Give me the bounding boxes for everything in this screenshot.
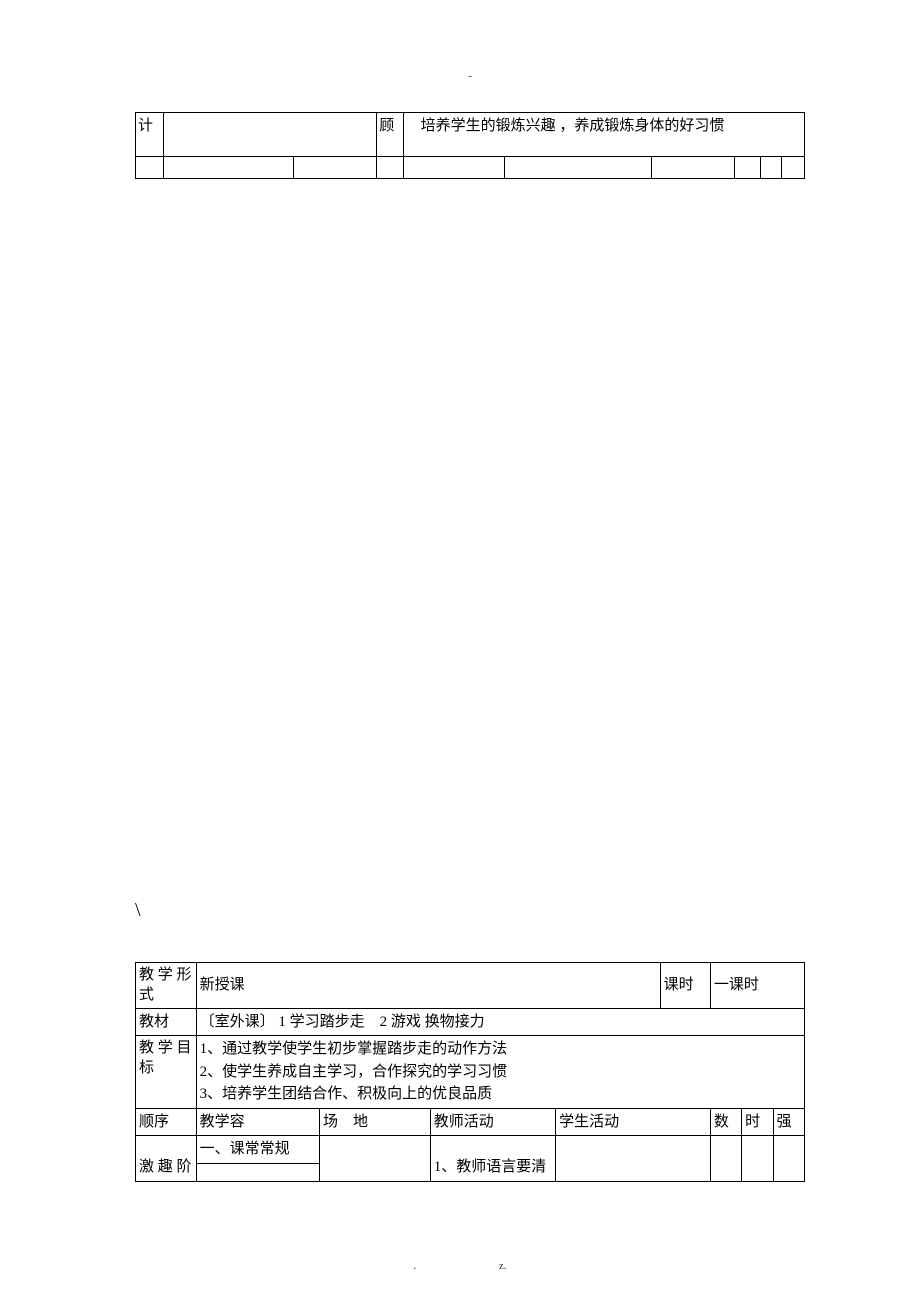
cell-gu: 顾: [377, 113, 403, 157]
cell-col-order: 顺序: [136, 1108, 197, 1136]
page-footer: . z.: [0, 1260, 920, 1272]
cell-col-field: 场 地: [319, 1108, 430, 1136]
table-row: 教 学 目标 1、通过教学使学生初步掌握踏步走的动作方法 2、使学生养成自主学习…: [136, 1036, 805, 1109]
cell-material-value: 〔室外课〕 1 学习踏步走 2 游戏 换物接力: [196, 1008, 804, 1036]
cell-col-student: 学生活动: [556, 1108, 711, 1136]
footer-left: .: [413, 1260, 416, 1272]
table-row: 计 顾 培养学生的锻炼兴趣 ，养成锻炼身体的好习惯: [136, 113, 805, 157]
cell-keshi-value: 一课时: [710, 963, 804, 1009]
cell-empty: [294, 157, 377, 179]
table-row: 顺序 教学容 场 地 教师活动 学生活动 数 时 强: [136, 1108, 805, 1136]
table-row: [136, 157, 805, 179]
cell-empty: [651, 157, 734, 179]
footer-right: z.: [499, 1260, 507, 1272]
cell-empty: [164, 113, 377, 157]
cell-empty: [196, 1163, 319, 1181]
table-row: 教材 〔室外课〕 1 学习踏步走 2 游戏 换物接力: [136, 1008, 805, 1036]
table-2: 教 学 形式 新授课 课时 一课时 教材 〔室外课〕 1 学习踏步走 2 游戏 …: [135, 962, 805, 1182]
cell-phase: 激 趣 阶: [136, 1136, 197, 1182]
table-row: 教 学 形式 新授课 课时 一课时: [136, 963, 805, 1009]
cell-empty: [164, 157, 294, 179]
page-header-mark: -: [135, 70, 805, 82]
cell-desc: 培养学生的锻炼兴趣 ，养成锻炼身体的好习惯: [403, 113, 804, 157]
table-1: 计 顾 培养学生的锻炼兴趣 ，养成锻炼身体的好习惯: [135, 112, 805, 179]
cell-form-label: 教 学 形式: [136, 963, 197, 1009]
cell-col-content: 教学容: [196, 1108, 319, 1136]
backslash-mark: \: [135, 899, 805, 922]
cell-col-count: 数: [710, 1108, 741, 1136]
cell-empty: [136, 157, 164, 179]
cell-empty: [761, 157, 781, 179]
cell-empty: [742, 1136, 773, 1182]
cell-empty: [773, 1136, 804, 1182]
cell-empty: [403, 157, 504, 179]
cell-empty: [781, 157, 804, 179]
cell-goal-value: 1、通过教学使学生初步掌握踏步走的动作方法 2、使学生养成自主学习，合作探究的学…: [196, 1036, 804, 1109]
cell-col-intensity: 强: [773, 1108, 804, 1136]
cell-empty: [504, 157, 651, 179]
cell-goal-label: 教 学 目标: [136, 1036, 197, 1109]
cell-empty: [377, 157, 403, 179]
cell-form-value: 新授课: [196, 963, 660, 1009]
table-row: 激 趣 阶 一、课常常规 1、教师语言要清: [136, 1136, 805, 1164]
cell-keshi-label: 课时: [660, 963, 710, 1009]
cell-empty: [319, 1136, 430, 1182]
cell-ji: 计: [136, 113, 164, 157]
cell-empty: [734, 157, 760, 179]
cell-empty: [556, 1136, 711, 1182]
cell-col-time: 时: [742, 1108, 773, 1136]
cell-material-label: 教材: [136, 1008, 197, 1036]
cell-teacher-lang: 1、教师语言要清: [430, 1136, 555, 1182]
cell-empty: [710, 1136, 741, 1182]
cell-col-teacher: 教师活动: [430, 1108, 555, 1136]
cell-routine: 一、课常常规: [196, 1136, 319, 1164]
